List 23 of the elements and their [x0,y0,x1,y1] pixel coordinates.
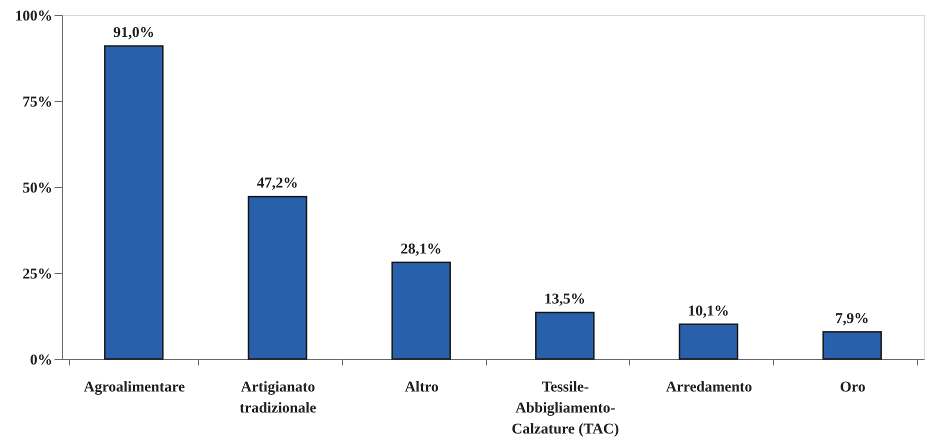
data-label: 10,1% [688,303,730,320]
bar [678,324,738,360]
y-tick-label: 100% [15,8,52,24]
bar [391,262,451,360]
y-tick-label: 50% [22,180,52,196]
data-label: 91,0% [113,24,154,41]
x-tick-label: Arredamento [666,380,752,396]
bar [248,196,308,360]
x-tick-label: Agroalimentare [84,380,186,396]
x-tick-label: Altro [404,380,439,396]
data-label: 28,1% [400,241,442,258]
data-label: 7,9% [835,310,870,327]
x-tick-label: Tessile- Abbigliamento- Calzature (TAC) [512,380,620,438]
data-label: 13,5% [544,292,586,308]
x-tick-label: Artigianato tradizionale [240,380,317,416]
y-tick-label: 0% [30,352,52,368]
data-label: 47,2% [256,176,298,192]
y-tick-label: 75% [22,94,52,110]
bar [822,331,882,360]
x-tick-label: Oro [840,380,866,396]
y-tick-label: 25% [22,266,52,282]
bar [104,45,164,360]
bar [535,312,595,360]
